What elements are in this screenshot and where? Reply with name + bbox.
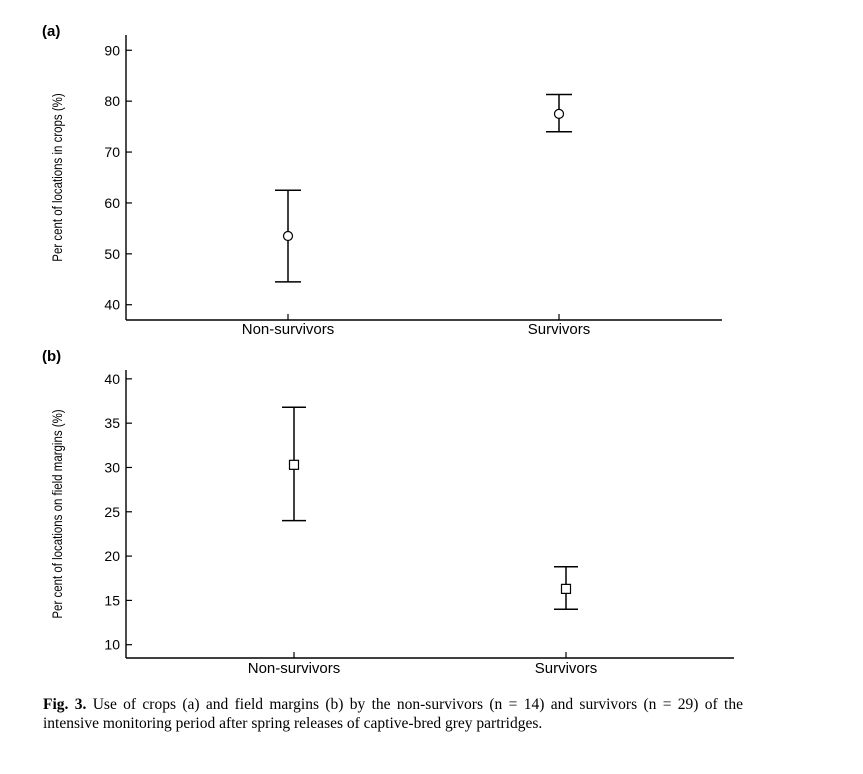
data-point bbox=[288, 459, 300, 470]
y-axis-title: Per cent of locations on field margins (… bbox=[49, 409, 65, 618]
data-point bbox=[560, 583, 572, 594]
y-tick-label: 40 bbox=[104, 371, 120, 387]
y-axis-title: Per cent of locations in crops (%) bbox=[49, 93, 65, 261]
y-tick-label: 15 bbox=[104, 592, 120, 608]
y-tick-label: 60 bbox=[104, 195, 120, 211]
y-tick-label: 70 bbox=[104, 144, 120, 160]
data-point bbox=[553, 108, 565, 119]
caption-fig-label: Fig. 3. bbox=[43, 696, 87, 713]
chart-panel-a: (a) 40 50 60 70 80 90 Non-survivors Survivors Per… bbox=[42, 23, 722, 338]
panel-label: (b) bbox=[42, 348, 61, 365]
y-tick-label: 35 bbox=[104, 415, 120, 431]
figure-caption: Fig. 3. Use of crops (a) and field margi… bbox=[43, 695, 743, 733]
caption-text: Use of crops (a) and field margins (b) b… bbox=[43, 696, 743, 732]
x-tick-label: Survivors bbox=[528, 321, 591, 338]
x-tick-label: Non-survivors bbox=[248, 660, 341, 677]
y-tick-label: 90 bbox=[104, 42, 120, 58]
figure-canvas: (a) 40 50 60 70 80 90 Non-survivors Survivors Per… bbox=[42, 23, 734, 677]
x-tick-label: Survivors bbox=[535, 660, 598, 677]
y-tick-label: 25 bbox=[104, 504, 120, 520]
error-bar bbox=[546, 93, 572, 133]
x-tick-label: Non-survivors bbox=[242, 321, 335, 338]
error-bar bbox=[275, 189, 301, 283]
y-tick-label: 10 bbox=[104, 637, 120, 653]
error-bar bbox=[282, 406, 306, 522]
y-tick-label: 40 bbox=[104, 297, 120, 313]
y-tick-label: 20 bbox=[104, 548, 120, 564]
chart-panel-b: (b) 10 15 20 25 30 35 40 Non-survivors Survivors P… bbox=[42, 348, 734, 677]
data-point bbox=[282, 230, 294, 242]
error-bar bbox=[554, 565, 578, 611]
panel-label: (a) bbox=[42, 23, 60, 40]
y-tick-label: 50 bbox=[104, 246, 120, 262]
y-tick-label: 30 bbox=[104, 459, 120, 475]
y-tick-label: 80 bbox=[104, 93, 120, 109]
